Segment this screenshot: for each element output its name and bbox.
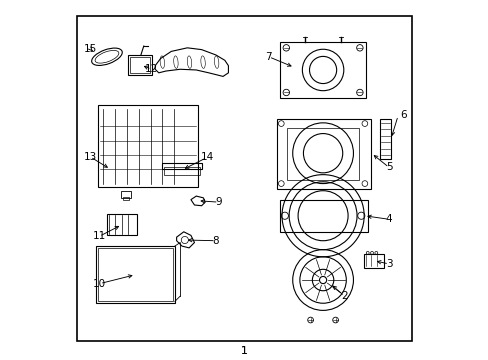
- Text: 11: 11: [92, 231, 105, 242]
- Text: 10: 10: [93, 279, 106, 289]
- Text: 13: 13: [83, 152, 97, 162]
- Bar: [130, 57, 149, 73]
- Text: 3: 3: [385, 259, 392, 269]
- Bar: [280, 200, 367, 232]
- Text: 12: 12: [145, 64, 158, 74]
- Text: 1: 1: [241, 346, 247, 356]
- Bar: [98, 105, 198, 187]
- Bar: [107, 214, 137, 235]
- Text: 8: 8: [212, 236, 219, 246]
- Bar: [123, 197, 129, 200]
- Text: 9: 9: [215, 197, 222, 207]
- Bar: [96, 246, 175, 303]
- Text: 1: 1: [241, 346, 247, 356]
- Bar: [364, 254, 383, 267]
- Text: 6: 6: [399, 110, 406, 120]
- Bar: [164, 167, 200, 175]
- Text: 15: 15: [83, 44, 97, 54]
- Text: 7: 7: [265, 52, 271, 62]
- Bar: [280, 42, 365, 98]
- Text: 5: 5: [385, 162, 392, 172]
- Bar: [380, 119, 390, 158]
- Bar: [276, 119, 370, 189]
- Text: 2: 2: [341, 291, 347, 301]
- Text: 14: 14: [200, 153, 213, 162]
- Bar: [287, 128, 358, 180]
- Bar: [162, 163, 201, 169]
- Bar: [121, 192, 131, 198]
- Bar: [128, 55, 151, 75]
- Text: 4: 4: [385, 214, 392, 224]
- Bar: [98, 248, 173, 301]
